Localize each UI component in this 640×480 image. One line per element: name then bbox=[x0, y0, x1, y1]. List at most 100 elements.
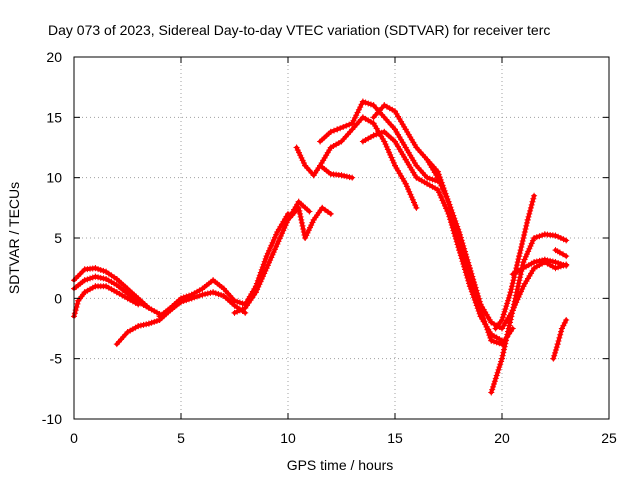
data-point-marker bbox=[505, 325, 512, 332]
data-point-marker bbox=[279, 230, 286, 237]
data-point-marker bbox=[556, 334, 563, 341]
data-point-marker bbox=[488, 337, 495, 344]
data-point-marker bbox=[466, 265, 473, 272]
data-point-marker bbox=[498, 358, 505, 365]
data-point-marker bbox=[499, 352, 506, 359]
data-point-marker bbox=[516, 277, 523, 284]
series-track-17 bbox=[550, 317, 570, 362]
data-point-marker bbox=[276, 235, 283, 242]
data-point-marker bbox=[265, 259, 272, 266]
data-point-marker bbox=[262, 267, 269, 274]
data-point-marker bbox=[264, 262, 271, 269]
data-point-marker bbox=[439, 182, 446, 189]
data-point-marker bbox=[207, 289, 214, 296]
data-point-marker bbox=[502, 340, 509, 347]
data-point-marker bbox=[541, 256, 548, 263]
data-point-marker bbox=[553, 344, 560, 351]
data-point-marker bbox=[503, 334, 510, 341]
data-point-marker bbox=[294, 147, 301, 154]
data-point-marker bbox=[563, 237, 570, 244]
data-point-marker bbox=[531, 192, 538, 199]
data-point-marker bbox=[473, 287, 480, 294]
data-point-marker bbox=[100, 275, 107, 282]
data-point-marker bbox=[518, 244, 525, 251]
series-track-5 bbox=[156, 210, 291, 320]
data-point-marker bbox=[429, 176, 436, 183]
data-point-marker bbox=[351, 114, 358, 121]
y-tick-label: 10 bbox=[46, 170, 62, 186]
data-point-marker bbox=[346, 121, 353, 128]
data-point-marker bbox=[436, 174, 443, 181]
data-point-marker bbox=[493, 372, 500, 379]
data-point-marker bbox=[476, 298, 483, 305]
data-point-marker bbox=[555, 260, 562, 267]
data-point-marker bbox=[388, 154, 395, 161]
data-point-marker bbox=[453, 220, 460, 227]
data-point-marker bbox=[405, 186, 412, 193]
data-point-marker bbox=[492, 375, 499, 382]
data-point-marker bbox=[89, 274, 96, 281]
data-point-marker bbox=[512, 295, 519, 302]
data-point-marker bbox=[199, 291, 206, 298]
data-point-marker bbox=[530, 195, 537, 202]
data-point-marker bbox=[501, 343, 508, 350]
series-track-14 bbox=[488, 231, 570, 396]
data-point-marker bbox=[501, 308, 508, 315]
data-point-marker bbox=[270, 249, 277, 256]
data-point-marker bbox=[511, 301, 518, 308]
y-tick-label: 15 bbox=[46, 109, 62, 125]
data-point-marker bbox=[441, 202, 448, 209]
data-point-marker bbox=[382, 141, 389, 148]
data-point-marker bbox=[536, 233, 543, 240]
series-track-9 bbox=[317, 114, 420, 211]
x-tick-label: 0 bbox=[70, 430, 78, 446]
data-point-marker bbox=[236, 307, 243, 314]
data-point-marker bbox=[464, 256, 471, 263]
data-point-marker bbox=[143, 321, 150, 328]
data-point-marker bbox=[558, 328, 565, 335]
data-point-marker bbox=[439, 197, 446, 204]
data-point-marker bbox=[407, 191, 414, 198]
data-point-marker bbox=[275, 238, 282, 245]
data-point-marker bbox=[435, 171, 442, 178]
data-point-marker bbox=[515, 280, 522, 287]
data-point-marker bbox=[496, 364, 503, 371]
data-point-marker bbox=[264, 250, 271, 257]
data-point-marker bbox=[338, 172, 345, 179]
data-point-marker bbox=[508, 286, 515, 293]
data-point-marker bbox=[450, 212, 457, 219]
data-point-marker bbox=[300, 228, 307, 235]
data-point-marker bbox=[490, 383, 497, 390]
data-point-marker bbox=[97, 266, 104, 273]
data-point-marker bbox=[484, 326, 491, 333]
grid bbox=[74, 57, 609, 419]
data-point-marker bbox=[343, 173, 350, 180]
data-point-marker bbox=[413, 204, 420, 211]
data-point-marker bbox=[500, 311, 507, 318]
data-point-marker bbox=[306, 208, 313, 215]
data-point-marker bbox=[357, 104, 364, 111]
data-point-marker bbox=[463, 254, 470, 261]
data-point-marker bbox=[331, 127, 338, 134]
data-point-marker bbox=[482, 321, 489, 328]
data-point-marker bbox=[343, 122, 350, 129]
data-point-marker bbox=[299, 157, 306, 164]
data-point-marker bbox=[267, 245, 274, 252]
data-point-marker bbox=[84, 276, 91, 283]
data-point-marker bbox=[280, 227, 287, 234]
data-point-marker bbox=[274, 241, 281, 248]
data-point-marker bbox=[550, 355, 557, 362]
data-point-marker bbox=[500, 349, 507, 356]
data-point-marker bbox=[455, 226, 462, 233]
data-point-marker bbox=[456, 228, 463, 235]
data-point-marker bbox=[74, 300, 81, 307]
data-point-marker bbox=[507, 289, 514, 296]
data-point-marker bbox=[257, 278, 264, 285]
data-point-marker bbox=[449, 209, 456, 216]
data-point-marker bbox=[489, 386, 496, 393]
x-tick-label: 5 bbox=[177, 430, 185, 446]
data-point-marker bbox=[552, 265, 559, 272]
data-point-marker bbox=[513, 292, 520, 299]
data-point-marker bbox=[506, 322, 513, 329]
data-point-marker bbox=[526, 245, 533, 252]
